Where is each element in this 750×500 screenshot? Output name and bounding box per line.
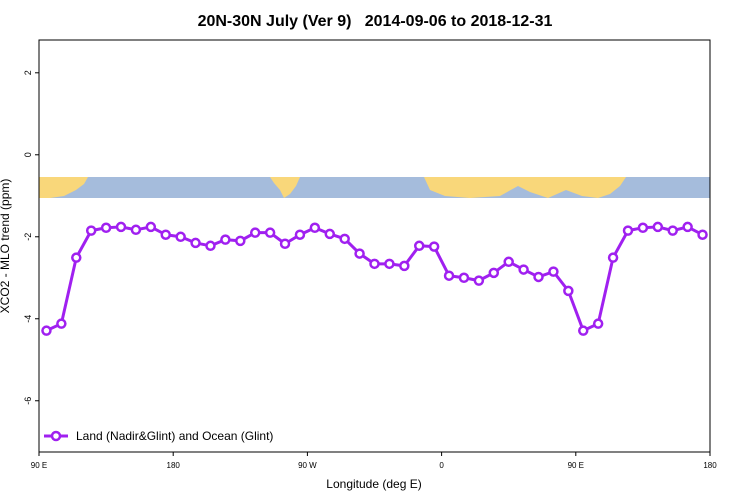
- y-tick-label: -4: [23, 315, 33, 323]
- data-point: [130, 224, 142, 236]
- legend-label: Land (Nadir&Glint) and Ocean (Glint): [76, 429, 273, 443]
- data-point: [682, 221, 693, 233]
- plot-frame: [38, 39, 711, 453]
- data-point: [667, 225, 678, 236]
- data-point: [115, 221, 127, 233]
- y-tick-label: -6: [23, 397, 33, 405]
- data-point: [145, 221, 157, 233]
- data-point: [249, 227, 261, 238]
- x-tick-label: 90 E: [31, 461, 47, 470]
- data-point: [458, 272, 470, 284]
- data-point: [488, 267, 500, 279]
- x-tick-label: 180: [703, 461, 717, 470]
- x-tick-label: 90 E: [568, 461, 584, 470]
- data-point: [578, 325, 589, 336]
- data-point: [175, 231, 186, 243]
- data-point: [637, 222, 649, 234]
- data-point: [548, 266, 559, 277]
- map-strip: [39, 177, 710, 198]
- data-point: [622, 225, 634, 236]
- data-point: [41, 325, 52, 336]
- y-tick-label: 2: [23, 70, 33, 75]
- data-point: [697, 229, 708, 240]
- y-tick-label: -2: [23, 233, 33, 241]
- data-point: [563, 285, 574, 297]
- data-point: [71, 252, 82, 263]
- data-point: [384, 258, 395, 270]
- data-point: [443, 270, 455, 281]
- data-point: [533, 271, 544, 283]
- x-axis-label: Longitude (deg E): [326, 477, 421, 491]
- data-point: [428, 241, 440, 252]
- chart-title: 20N-30N July (Ver 9) 2014-09-06 to 2018-…: [198, 13, 553, 30]
- x-tick-label: 180: [167, 461, 181, 470]
- data-point: [503, 256, 514, 268]
- legend-marker: [50, 430, 62, 442]
- data-point: [652, 221, 664, 233]
- data-point: [85, 225, 97, 236]
- data-point: [324, 228, 336, 240]
- x-tick-label: 0: [439, 461, 444, 470]
- data-point: [294, 229, 306, 240]
- data-point: [205, 240, 216, 252]
- data-point: [100, 222, 112, 234]
- data-point: [399, 260, 410, 272]
- data-point: [190, 237, 201, 249]
- data-point: [309, 222, 321, 234]
- y-axis-label: XCO2 - MLO trend (ppm): [0, 179, 12, 314]
- data-point: [279, 238, 291, 249]
- x-tick-label: 90 W: [298, 461, 317, 470]
- data-point: [339, 233, 350, 245]
- data-point: [369, 258, 380, 270]
- data-point: [607, 252, 619, 263]
- data-point: [220, 234, 231, 245]
- data-point: [413, 240, 425, 252]
- data-point: [160, 229, 171, 240]
- data-point: [354, 248, 365, 259]
- data-point: [235, 235, 246, 247]
- data-point: [592, 318, 604, 329]
- data-point: [518, 264, 529, 275]
- y-tick-label: 0: [23, 152, 33, 157]
- data-point: [264, 227, 276, 238]
- series-line: [45, 225, 704, 333]
- data-point: [56, 318, 67, 329]
- data-point: [473, 275, 485, 286]
